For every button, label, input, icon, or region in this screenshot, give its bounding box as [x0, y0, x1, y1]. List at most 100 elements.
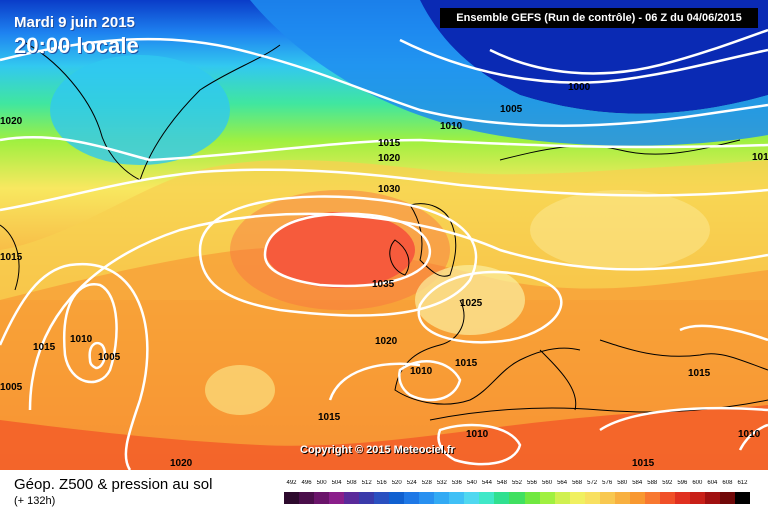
- scale-swatch: [359, 492, 375, 504]
- ridge-core: [265, 212, 415, 288]
- isobar-1015-atlantic: [328, 362, 421, 401]
- scale-swatch: [704, 492, 720, 504]
- color-scale: 492 496 500 504 508 512 516 520 524 528 532 536 540 5…: [284, 480, 750, 506]
- isobar-1015-africa: [599, 406, 768, 432]
- scale-label: 604: [707, 480, 718, 486]
- scale-swatch: [299, 492, 315, 504]
- scale-label: 576: [602, 480, 613, 486]
- forecast-local-time: 20:00 locale: [14, 33, 139, 58]
- pale-cell-azores: [205, 365, 275, 415]
- scale-swatch: [524, 492, 540, 504]
- lead-time: (+ 132h): [14, 495, 56, 507]
- scale-label: 504: [331, 480, 342, 486]
- isobar-1015-east: [679, 324, 768, 342]
- balkans-coast: [599, 339, 768, 371]
- isobar-label: 1020: [170, 458, 193, 469]
- scale-swatch: [284, 492, 300, 504]
- isobar-label: 1030: [378, 184, 401, 195]
- scale-swatch: [329, 492, 345, 504]
- scale-swatch: [629, 492, 645, 504]
- isobar-label: 1005: [0, 382, 23, 393]
- isobar-1030: [198, 195, 478, 317]
- run-info-banner: Ensemble GEFS (Run de contrôle) - 06 Z d…: [440, 8, 758, 28]
- isobar-1010-east: [738, 423, 768, 451]
- isobar-1015-north: [0, 136, 768, 162]
- isobar-label: 1010: [70, 334, 93, 345]
- isobar-1020-north: [0, 168, 768, 212]
- color-scale-swatches: [284, 492, 750, 504]
- isobar-label: 1020: [0, 116, 23, 127]
- isobar-1005-north: [399, 38, 768, 84]
- scale-label: 572: [587, 480, 598, 486]
- isobar-label: 1005: [500, 104, 523, 115]
- scale-swatch: [554, 492, 570, 504]
- scale-swatch: [449, 492, 465, 504]
- scale-label: 548: [496, 480, 507, 486]
- isobar-label: 1015: [318, 412, 341, 423]
- scale-swatch: [614, 492, 630, 504]
- isobar-label: 1020: [378, 153, 401, 164]
- scale-swatch: [584, 492, 600, 504]
- scale-label: 588: [647, 480, 658, 486]
- isobar-label: 1015: [688, 368, 711, 379]
- scale-label: 536: [451, 480, 462, 486]
- scale-label: 568: [572, 480, 583, 486]
- scale-swatch: [689, 492, 705, 504]
- greenland-cold-cell: [50, 55, 230, 165]
- scale-swatch: [494, 492, 510, 504]
- scale-label: 512: [361, 480, 372, 486]
- scale-swatch: [569, 492, 585, 504]
- isobar-1000: [489, 28, 768, 75]
- scale-swatch: [659, 492, 675, 504]
- scale-swatch: [539, 492, 555, 504]
- scale-label: 564: [557, 480, 568, 486]
- scale-swatch: [419, 492, 435, 504]
- isobar-label: 1005: [98, 352, 121, 363]
- scale-label: 584: [632, 480, 643, 486]
- scale-swatch: [344, 492, 360, 504]
- british-isles-coast: [409, 203, 457, 277]
- cold-trough-north: [420, 0, 768, 114]
- isobar-1010-iberia: [398, 360, 462, 402]
- scale-label: 596: [677, 480, 688, 486]
- scale-swatch: [434, 492, 450, 504]
- scale-swatch: [719, 492, 735, 504]
- labrador-coast: [0, 224, 20, 291]
- south-hot-band: [0, 405, 768, 470]
- isobar-label: 1020: [375, 336, 398, 347]
- scale-label: 520: [391, 480, 402, 486]
- isobar-1010-africa: [437, 423, 522, 466]
- color-scale-labels: 492 496 500 504 508 512 516 520 524 528 532 536 540 5…: [284, 480, 750, 490]
- scale-label: 528: [421, 480, 432, 486]
- isobar-label: 1010: [440, 121, 463, 132]
- isobar-label: 1010: [410, 366, 433, 377]
- scale-label: 560: [542, 480, 553, 486]
- scale-swatch: [464, 492, 480, 504]
- map-svg: 1020 1015 1010 1005 1000 1005 1010 1015 …: [0, 0, 768, 470]
- copyright-text: Copyright © 2015 Meteociel.fr: [300, 444, 455, 456]
- isobar-1035: [263, 212, 431, 288]
- cyan-band: [250, 0, 768, 146]
- isobar-1025: [417, 270, 563, 344]
- isobar-label: 1015: [455, 358, 478, 369]
- isobar-label: 1000: [568, 82, 591, 93]
- scale-label: 552: [511, 480, 522, 486]
- scale-swatch: [314, 492, 330, 504]
- scale-swatch: [599, 492, 615, 504]
- map-footer: Géop. Z500 & pression au sol (+ 132h) 49…: [0, 470, 768, 512]
- pale-cell-east: [530, 190, 710, 270]
- scale-label: 516: [376, 480, 387, 486]
- ireland-coast: [389, 239, 410, 276]
- isobar-1010-low: [62, 283, 118, 384]
- isobar-label: 1015: [632, 458, 655, 469]
- scale-label: 524: [406, 480, 417, 486]
- western-europe-coast: [394, 299, 581, 405]
- isobar-label: 1010: [738, 429, 761, 440]
- isobar-1015-west: [0, 262, 149, 470]
- isobars: [0, 28, 768, 470]
- orange-band: [0, 247, 768, 470]
- isobar-1005-low: [88, 341, 107, 370]
- scale-label: 600: [692, 480, 703, 486]
- scale-label: 612: [737, 480, 748, 486]
- scale-swatch: [404, 492, 420, 504]
